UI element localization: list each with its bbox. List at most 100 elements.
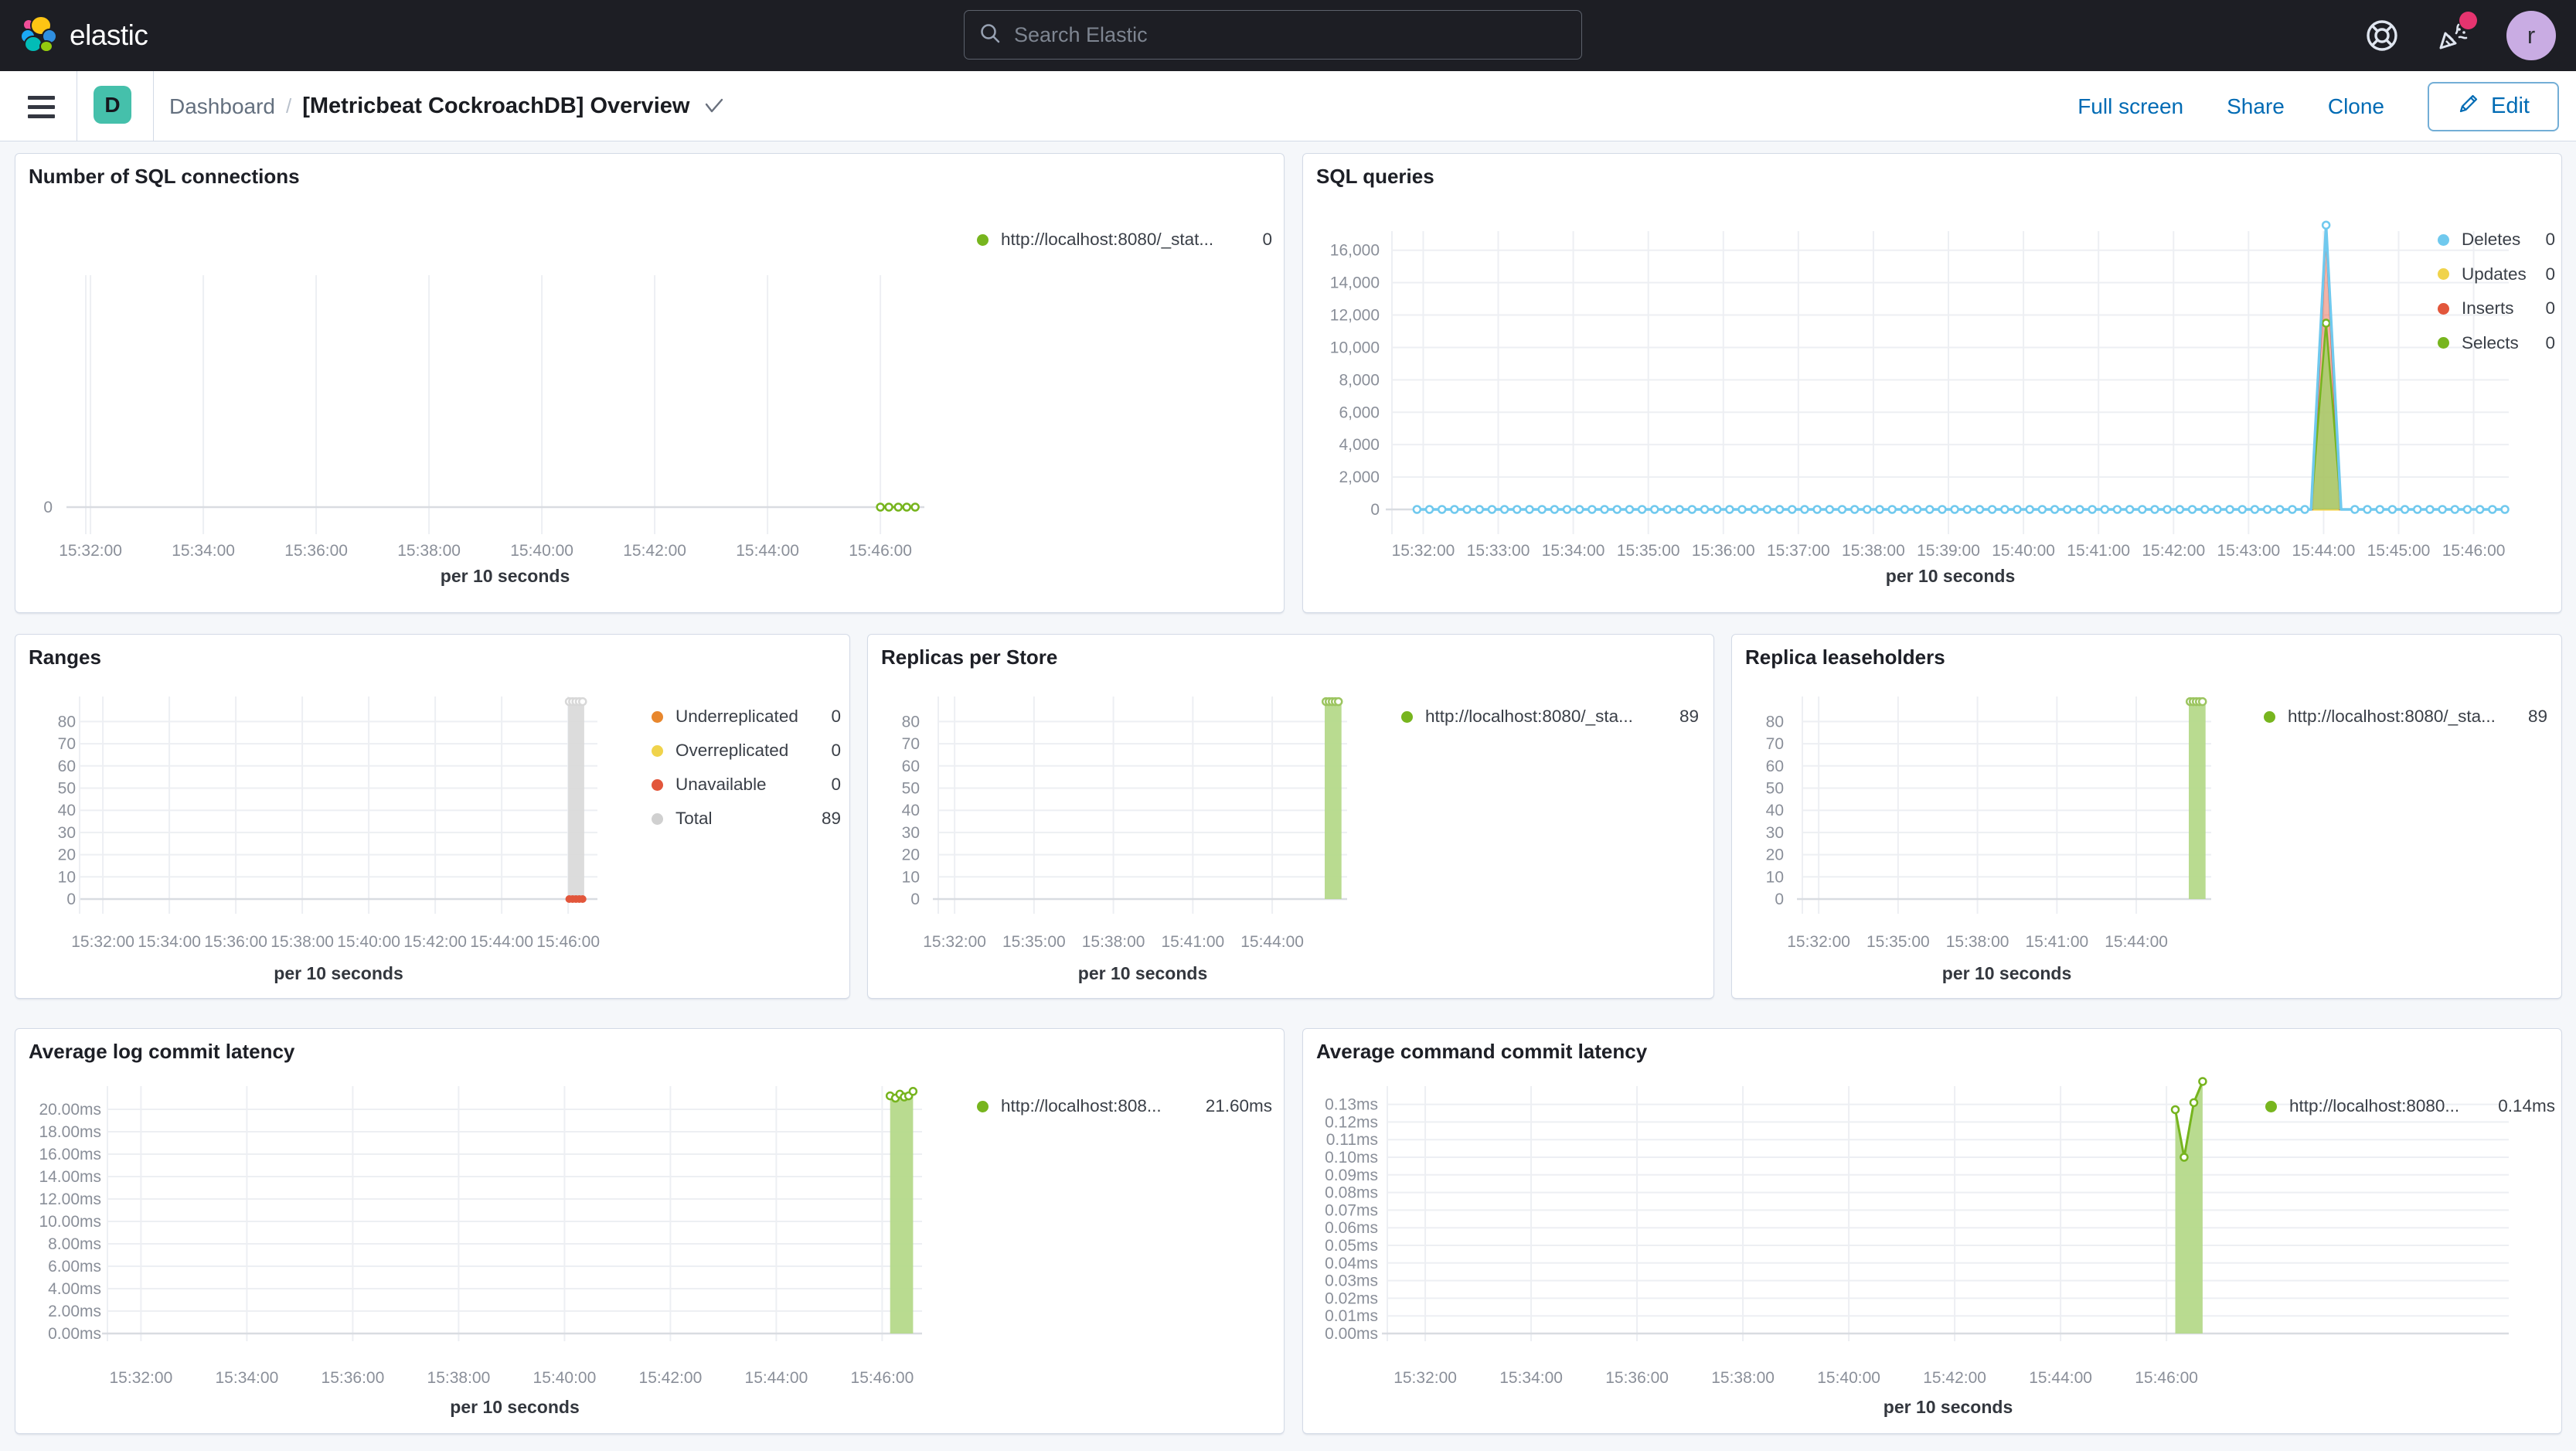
legend-item[interactable]: Total 89 [652,802,841,836]
chart-legend: http://localhost:8080/_stat... 0 [977,223,1272,257]
chart-ranges[interactable]: 0 10 20 30 40 50 60 70 80 15:32:00 15:34:00 15:36:0… [15,635,849,998]
share-button[interactable]: Share [2227,94,2285,118]
panel-title: Replica leaseholders [1745,645,1945,669]
legend-label: Selects [2462,332,2519,353]
svg-text:6.00ms: 6.00ms [48,1258,101,1276]
svg-text:15:38:00: 15:38:00 [397,542,461,560]
search-input[interactable] [1012,22,1567,48]
svg-text:15:40:00: 15:40:00 [1817,1369,1880,1387]
svg-text:15:46:00: 15:46:00 [851,1369,914,1387]
svg-text:15:36:00: 15:36:00 [1692,542,1755,560]
legend-item[interactable]: Deletes 0 [2438,223,2555,257]
legend-value: 21.60ms [1205,1096,1272,1115]
svg-text:15:46:00: 15:46:00 [2135,1369,2198,1387]
svg-text:12,000: 12,000 [1330,307,1380,325]
legend-swatch [2438,302,2449,315]
chart-avg-log-commit-latency[interactable]: 0.00ms 2.00ms 4.00ms 6.00ms 8.00ms 10.00ms 12.… [15,1029,1284,1433]
legend-item[interactable]: Underreplicated 0 [652,700,841,734]
legend-item[interactable]: http://localhost:8080/_sta... 89 [2264,700,2547,734]
top-header: elastic [0,0,2576,71]
user-avatar[interactable]: r [2506,11,2556,60]
svg-text:15:42:00: 15:42:00 [403,933,467,951]
svg-text:15:40:00: 15:40:00 [337,933,400,951]
legend-swatch [2264,710,2275,723]
svg-text:0.09ms: 0.09ms [1325,1167,1378,1184]
svg-text:15:34:00: 15:34:00 [216,1369,279,1387]
legend-item[interactable]: http://localhost:8080/_sta... 89 [1401,700,1699,734]
panel-title: Number of SQL connections [29,165,300,188]
legend-item[interactable]: http://localhost:8080... 0.14ms [2265,1089,2555,1123]
legend-item[interactable]: Selects 0 [2438,325,2555,360]
legend-value: 0 [2545,264,2555,284]
chart-legend: http://localhost:8080... 0.14ms [2265,1089,2555,1123]
svg-text:30: 30 [902,824,920,842]
edit-button-label: Edit [2491,94,2530,118]
svg-text:6,000: 6,000 [1339,404,1380,421]
chart-legend: Underreplicated 0 Overreplicated 0 Unavailab… [652,700,841,836]
legend-item[interactable]: http://localhost:8080/_stat... 0 [977,223,1272,257]
global-search[interactable] [964,10,1582,60]
svg-text:70: 70 [902,735,920,753]
svg-text:15:37:00: 15:37:00 [1767,542,1830,560]
menu-button[interactable] [23,90,55,124]
svg-text:0: 0 [43,499,53,516]
edit-button[interactable]: Edit [2428,81,2559,131]
svg-text:10: 10 [1766,868,1784,886]
svg-text:50: 50 [58,780,76,798]
svg-text:15:43:00: 15:43:00 [2217,542,2280,560]
chart-replica-leaseholders[interactable]: 0 10 20 30 40 50 60 70 80 15:32:00 15:35:00 15:38:0… [1732,635,2561,998]
breadcrumb: Dashboard / [Metricbeat CockroachDB] Ove… [169,71,725,141]
svg-text:per 10 seconds: per 10 seconds [274,963,403,983]
newsfeed-icon[interactable] [2435,12,2477,53]
chevron-down-icon[interactable] [703,97,725,116]
chart-sql-connections[interactable]: 0 15:32:00 15:34:00 15:36:00 15:38:00 15:40:0… [15,154,1284,612]
legend-item[interactable]: Updates 0 [2438,257,2555,291]
legend-item[interactable]: Unavailable 0 [652,768,841,802]
chart-sql-queries[interactable]: 0 2,000 4,000 6,000 8,000 10,000 12,000 14,000 1… [1303,154,2561,612]
chart-replicas-per-store[interactable]: 0 10 20 30 40 50 60 70 80 15:32:00 15:35:00 15:38:0… [868,635,1713,998]
full-screen-button[interactable]: Full screen [2077,94,2184,118]
svg-text:16,000: 16,000 [1330,242,1380,260]
chart-legend: http://localhost:8080/_sta... 89 [2264,700,2547,734]
svg-text:20: 20 [58,846,76,864]
legend-value: 89 [1679,707,1699,726]
svg-text:18.00ms: 18.00ms [39,1123,101,1141]
svg-text:0.05ms: 0.05ms [1325,1237,1378,1255]
svg-text:15:34:00: 15:34:00 [1542,542,1605,560]
svg-text:14,000: 14,000 [1330,274,1380,292]
chart-avg-command-commit-latency[interactable]: 0.00ms0.01ms0.02ms0.03ms0.04ms0.05ms0.06… [1303,1029,2561,1433]
svg-text:0.13ms: 0.13ms [1325,1096,1378,1114]
legend-swatch [2438,337,2449,349]
svg-text:0.12ms: 0.12ms [1325,1113,1378,1131]
help-icon[interactable] [2364,18,2400,53]
svg-text:per 10 seconds: per 10 seconds [441,566,570,586]
chart-legend: Deletes 0 Updates 0 Inserts 0 Selects 0 [2438,223,2555,360]
svg-text:15:41:00: 15:41:00 [1161,933,1224,951]
panel-replicas-per-store: Replicas per Store 0 10 20 30 40 50 60 70 80 15:3… [867,634,1714,999]
svg-text:15:36:00: 15:36:00 [1605,1369,1669,1387]
svg-text:15:36:00: 15:36:00 [204,933,267,951]
legend-swatch [2265,1100,2277,1112]
svg-text:0.07ms: 0.07ms [1325,1201,1378,1219]
legend-item[interactable]: Overreplicated 0 [652,734,841,768]
breadcrumb-dashboard-link[interactable]: Dashboard [169,94,275,118]
space-avatar[interactable]: D [94,86,131,124]
legend-item[interactable]: http://localhost:808... 21.60ms [977,1089,1272,1123]
svg-text:2.00ms: 2.00ms [48,1303,101,1320]
svg-text:0.03ms: 0.03ms [1325,1272,1378,1290]
legend-value: 0 [2545,298,2555,318]
svg-text:8.00ms: 8.00ms [48,1235,101,1253]
navbar: D Dashboard / [Metricbeat CockroachDB] O… [0,71,2576,141]
clone-button[interactable]: Clone [2327,94,2385,118]
panel-title: Average log commit latency [29,1040,295,1063]
legend-value: 0 [2545,332,2555,353]
svg-text:15:32:00: 15:32:00 [71,933,134,951]
brand[interactable]: elastic [20,0,148,71]
svg-text:0.04ms: 0.04ms [1325,1255,1378,1272]
legend-item[interactable]: Inserts 0 [2438,291,2555,326]
svg-text:15:42:00: 15:42:00 [623,542,686,560]
svg-text:per 10 seconds: per 10 seconds [1886,566,2015,586]
legend-value: 0 [831,775,841,794]
legend-label: http://localhost:8080... [2289,1096,2460,1115]
